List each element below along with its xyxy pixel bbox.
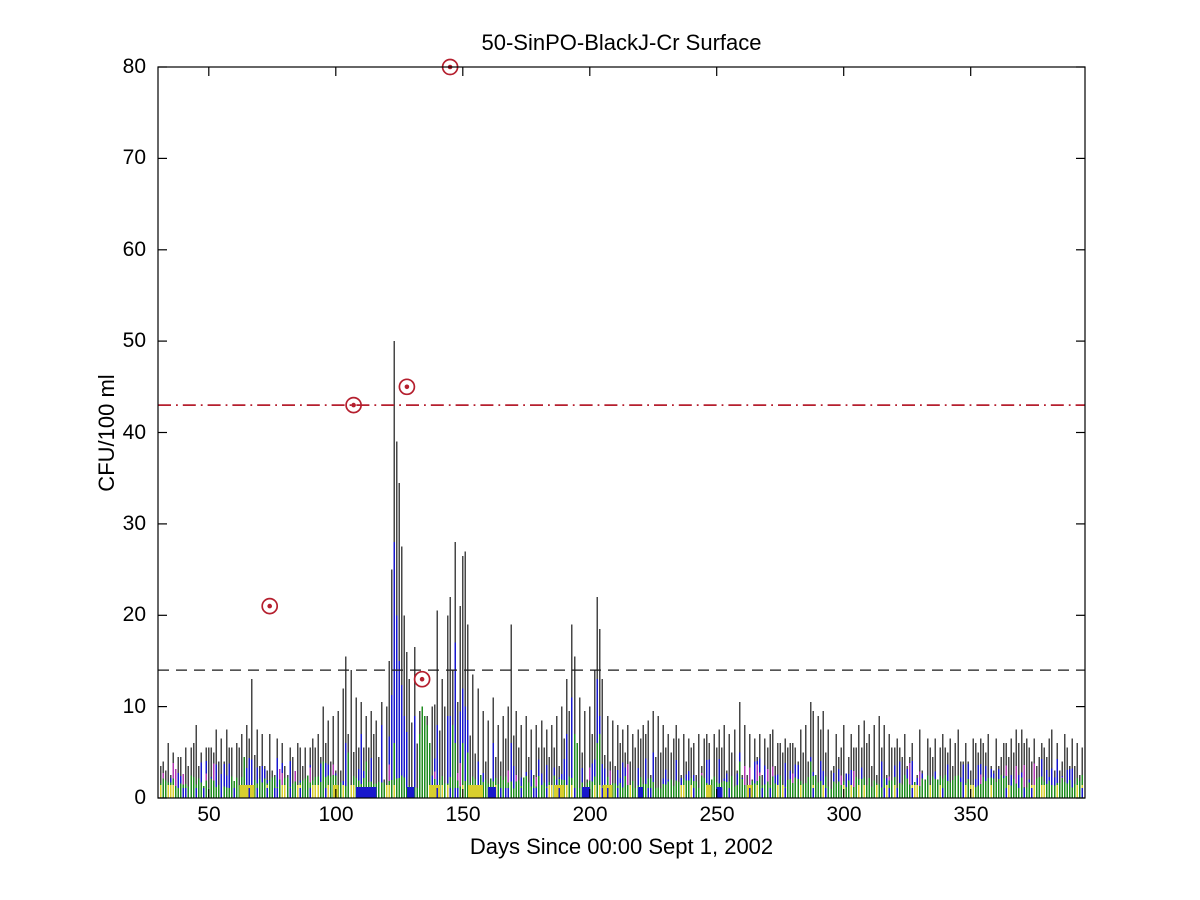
y-tick-label: 80 [122,55,146,78]
y-tick-label: 20 [122,603,146,626]
x-tick-label: 200 [572,803,608,826]
x-tick-label: 250 [699,803,735,826]
outlier-markers [261,58,459,688]
x-tick-label: 50 [197,803,221,826]
y-tick-label: 50 [122,329,146,352]
y-tick-label: 0 [134,786,146,809]
plot-area [158,67,1085,798]
y-tick-label: 40 [122,421,146,444]
y-tick-label: 10 [122,695,146,718]
blue-bottom-bars [182,787,1084,798]
y-tick-label: 30 [122,512,146,535]
chart-title: 50-SinPO-BlackJ-Cr Surface [481,30,762,55]
x-tick-label: 100 [318,803,354,826]
x-axis-label: Days Since 00:00 Sept 1, 2002 [469,834,774,859]
x-tick-label: 350 [953,803,989,826]
y-tick-label: 60 [122,238,146,261]
bars-layer [159,341,1084,799]
x-tick-label: 150 [445,803,481,826]
y-tick-label: 70 [122,146,146,169]
axes-box [157,66,1086,799]
x-tick-label: 300 [826,803,862,826]
threshold-lines [158,404,1085,671]
